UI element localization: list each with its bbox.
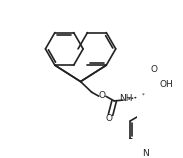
Text: O: O <box>106 114 113 123</box>
Text: *: * <box>142 93 145 98</box>
Text: O: O <box>150 65 157 74</box>
Text: N: N <box>142 149 149 158</box>
Text: O: O <box>99 91 106 100</box>
Text: OH: OH <box>159 80 173 89</box>
Text: NH: NH <box>119 94 133 103</box>
